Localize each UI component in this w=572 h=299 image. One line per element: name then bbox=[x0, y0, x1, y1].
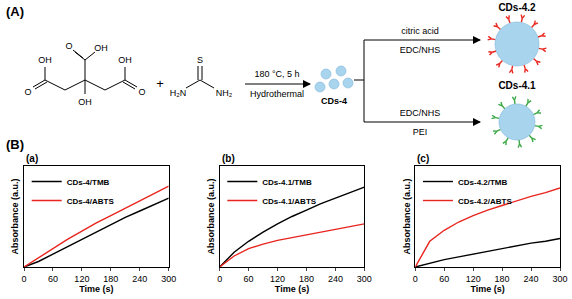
svg-text:(a): (a) bbox=[26, 153, 38, 164]
svg-text:60: 60 bbox=[244, 274, 254, 284]
svg-text:240: 240 bbox=[328, 274, 343, 284]
svg-text:O: O bbox=[24, 87, 31, 97]
svg-text:OH: OH bbox=[118, 55, 132, 65]
svg-text:0: 0 bbox=[413, 274, 418, 284]
svg-text:CDs-4.2/TMB: CDs-4.2/TMB bbox=[458, 178, 508, 187]
svg-text:300: 300 bbox=[161, 274, 176, 284]
svg-text:Absorbance (a.u.): Absorbance (a.u.) bbox=[206, 178, 216, 254]
svg-text:Time (s): Time (s) bbox=[79, 284, 113, 294]
svg-text:Absorbance (a.u.): Absorbance (a.u.) bbox=[10, 178, 20, 254]
svg-text:240: 240 bbox=[132, 274, 147, 284]
svg-text:180: 180 bbox=[299, 274, 314, 284]
svg-text:240: 240 bbox=[524, 274, 539, 284]
svg-text:OH: OH bbox=[94, 43, 108, 53]
svg-text:60: 60 bbox=[48, 274, 58, 284]
svg-text:180: 180 bbox=[103, 274, 118, 284]
svg-text:citric acid: citric acid bbox=[401, 26, 439, 36]
svg-text:CDs-4/ABTS: CDs-4/ABTS bbox=[67, 197, 115, 206]
svg-text:Time (s): Time (s) bbox=[470, 284, 504, 294]
svg-text:300: 300 bbox=[552, 274, 567, 284]
svg-text:CDs-4.1: CDs-4.1 bbox=[498, 80, 536, 91]
svg-text:(b): (b) bbox=[222, 153, 235, 164]
svg-text:NH₂: NH₂ bbox=[216, 88, 233, 98]
svg-text:CDs-4.1/TMB: CDs-4.1/TMB bbox=[262, 178, 312, 187]
svg-text:CDs-4.2/ABTS: CDs-4.2/ABTS bbox=[458, 197, 512, 206]
svg-text:120: 120 bbox=[270, 274, 285, 284]
svg-text:Time (s): Time (s) bbox=[275, 284, 309, 294]
svg-text:0: 0 bbox=[21, 274, 26, 284]
svg-text:EDC/NHS: EDC/NHS bbox=[400, 108, 441, 118]
svg-text:CDs-4.2: CDs-4.2 bbox=[498, 2, 536, 13]
svg-text:60: 60 bbox=[439, 274, 449, 284]
svg-text:120: 120 bbox=[466, 274, 481, 284]
svg-text:O: O bbox=[138, 87, 145, 97]
svg-text:120: 120 bbox=[74, 274, 89, 284]
svg-text:(c): (c) bbox=[417, 153, 429, 164]
svg-text:CDs-4/TMB: CDs-4/TMB bbox=[67, 178, 110, 187]
svg-text:H₂N: H₂N bbox=[170, 88, 187, 98]
svg-text:CDs-4.1/ABTS: CDs-4.1/ABTS bbox=[262, 197, 316, 206]
svg-text:O: O bbox=[65, 41, 72, 51]
svg-text:(B): (B) bbox=[6, 137, 24, 152]
svg-text:S: S bbox=[197, 55, 203, 65]
svg-text:180 °C, 5 h: 180 °C, 5 h bbox=[254, 69, 299, 79]
svg-text:0: 0 bbox=[217, 274, 222, 284]
svg-text:180: 180 bbox=[495, 274, 510, 284]
svg-text:OH: OH bbox=[38, 55, 52, 65]
svg-text:PEI: PEI bbox=[413, 127, 428, 137]
svg-text:+: + bbox=[156, 76, 164, 91]
svg-text:300: 300 bbox=[357, 274, 372, 284]
svg-text:Hydrothermal: Hydrothermal bbox=[250, 89, 304, 99]
svg-text:OH: OH bbox=[78, 97, 92, 107]
svg-text:EDC/NHS: EDC/NHS bbox=[400, 45, 441, 55]
svg-text:(A): (A) bbox=[6, 4, 24, 19]
svg-text:CDs-4: CDs-4 bbox=[321, 96, 347, 106]
svg-text:Absorbance (a.u.): Absorbance (a.u.) bbox=[402, 178, 412, 254]
